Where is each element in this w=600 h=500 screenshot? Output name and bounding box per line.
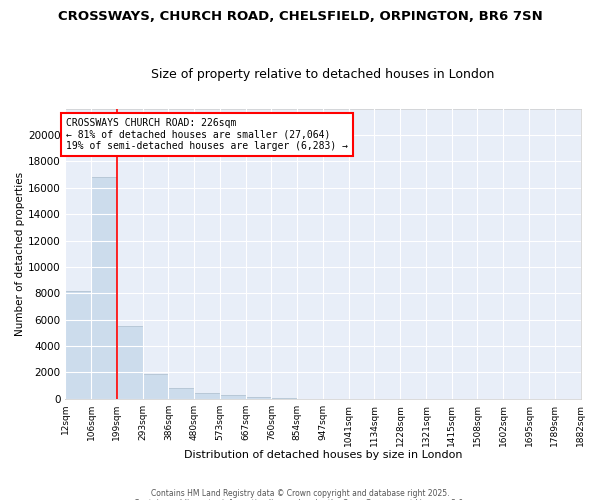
- Title: Size of property relative to detached houses in London: Size of property relative to detached ho…: [151, 68, 494, 81]
- Bar: [91, 177, 117, 399]
- Text: CROSSWAYS CHURCH ROAD: 226sqm
← 81% of detached houses are smaller (27,064)
19% : CROSSWAYS CHURCH ROAD: 226sqm ← 81% of d…: [66, 118, 348, 151]
- Bar: [246, 397, 271, 399]
- Bar: [143, 374, 169, 399]
- Bar: [271, 398, 298, 399]
- Text: CROSSWAYS, CHURCH ROAD, CHELSFIELD, ORPINGTON, BR6 7SN: CROSSWAYS, CHURCH ROAD, CHELSFIELD, ORPI…: [58, 10, 542, 23]
- Bar: [117, 326, 143, 399]
- Bar: [65, 290, 91, 399]
- Bar: [169, 388, 194, 399]
- Text: Contains public sector information licensed under the Open Government Licence v3: Contains public sector information licen…: [134, 498, 466, 500]
- Y-axis label: Number of detached properties: Number of detached properties: [15, 172, 25, 336]
- X-axis label: Distribution of detached houses by size in London: Distribution of detached houses by size …: [184, 450, 462, 460]
- Bar: [194, 393, 220, 399]
- Bar: [220, 395, 246, 399]
- Text: Contains HM Land Registry data © Crown copyright and database right 2025.: Contains HM Land Registry data © Crown c…: [151, 488, 449, 498]
